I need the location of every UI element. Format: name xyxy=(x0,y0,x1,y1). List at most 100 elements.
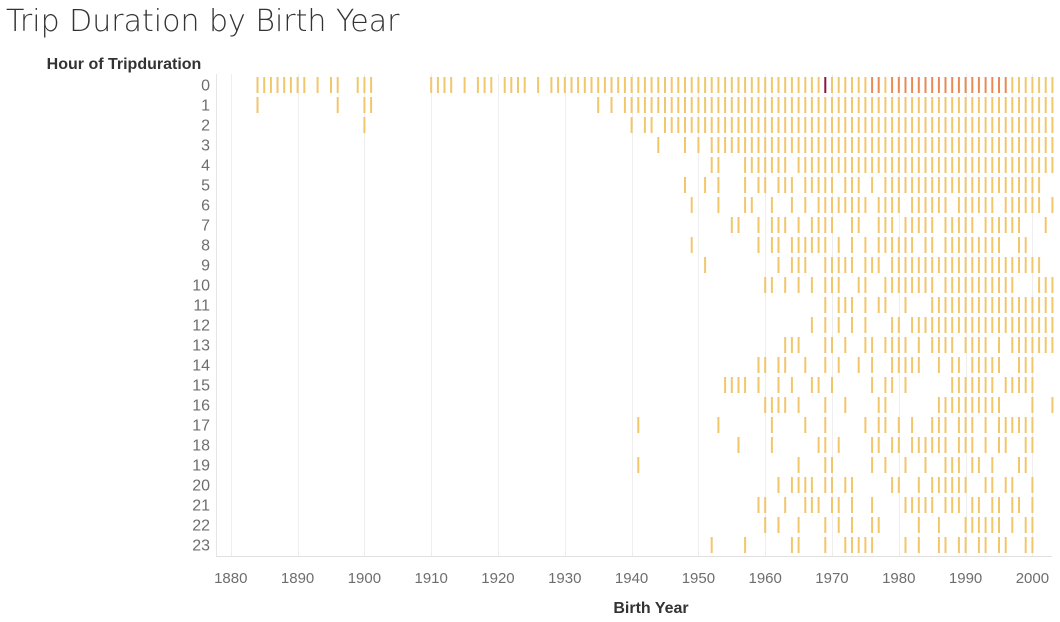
data-mark xyxy=(1011,417,1014,433)
data-mark xyxy=(757,157,760,173)
data-mark xyxy=(637,417,640,433)
data-mark xyxy=(1038,297,1041,313)
data-mark xyxy=(1038,97,1041,113)
data-mark xyxy=(951,217,954,233)
data-mark xyxy=(1018,257,1020,273)
data-mark xyxy=(844,337,847,353)
data-mark xyxy=(750,197,753,213)
data-mark xyxy=(1044,97,1047,113)
data-mark xyxy=(1024,437,1027,453)
y-tick-label: 5 xyxy=(201,178,210,195)
data-mark xyxy=(937,317,940,333)
data-mark xyxy=(797,237,800,253)
data-mark xyxy=(844,157,847,173)
data-mark xyxy=(984,237,987,253)
data-mark xyxy=(998,157,1000,173)
data-mark xyxy=(757,117,760,133)
data-mark xyxy=(891,177,894,193)
data-mark xyxy=(770,277,773,293)
data-mark xyxy=(557,77,560,93)
data-mark xyxy=(289,77,292,93)
data-mark xyxy=(971,517,974,533)
data-mark xyxy=(570,77,573,93)
data-mark xyxy=(797,77,800,93)
data-mark xyxy=(917,317,920,333)
data-mark xyxy=(677,97,680,113)
data-mark xyxy=(1018,497,1020,513)
data-mark xyxy=(824,477,827,493)
data-mark xyxy=(831,177,833,193)
data-mark xyxy=(1038,177,1041,193)
data-mark xyxy=(957,357,960,373)
data-mark xyxy=(877,397,880,413)
data-mark xyxy=(911,217,914,233)
data-mark xyxy=(931,137,934,153)
y-tick-label: 14 xyxy=(192,358,210,375)
data-mark xyxy=(777,137,780,153)
data-mark xyxy=(650,77,653,93)
data-mark xyxy=(784,137,787,153)
data-mark xyxy=(964,117,967,133)
data-mark xyxy=(984,157,987,173)
data-mark xyxy=(917,137,920,153)
data-mark xyxy=(824,417,827,433)
data-mark xyxy=(971,77,974,93)
data-mark xyxy=(857,537,860,553)
data-mark xyxy=(1024,417,1027,433)
data-mark xyxy=(744,177,747,193)
data-mark xyxy=(784,277,787,293)
data-mark xyxy=(998,437,1000,453)
data-mark xyxy=(804,117,807,133)
data-mark xyxy=(957,77,960,93)
data-mark xyxy=(817,497,820,513)
data-mark xyxy=(677,77,680,93)
data-mark xyxy=(837,517,840,533)
data-mark xyxy=(750,137,753,153)
data-mark xyxy=(931,197,934,213)
data-mark xyxy=(891,97,894,113)
data-mark xyxy=(904,377,907,393)
data-mark xyxy=(971,297,974,313)
data-mark xyxy=(1024,537,1027,553)
data-mark xyxy=(724,117,727,133)
data-mark xyxy=(897,77,900,93)
data-mark xyxy=(924,457,927,473)
data-mark xyxy=(657,77,660,93)
data-mark xyxy=(851,157,853,173)
data-mark xyxy=(797,217,800,233)
data-mark xyxy=(991,97,994,113)
data-mark xyxy=(917,277,920,293)
data-mark xyxy=(797,97,800,113)
data-mark xyxy=(998,217,1000,233)
data-mark xyxy=(1031,437,1034,453)
data-mark xyxy=(911,177,914,193)
data-mark xyxy=(964,477,967,493)
data-mark xyxy=(871,257,874,273)
data-mark xyxy=(891,337,894,353)
data-mark xyxy=(1031,497,1034,513)
data-mark xyxy=(937,97,940,113)
data-mark xyxy=(904,157,907,173)
data-mark xyxy=(1024,357,1027,373)
data-mark xyxy=(1031,537,1034,553)
data-mark xyxy=(891,157,894,173)
data-mark xyxy=(977,377,980,393)
data-mark xyxy=(864,297,867,313)
data-mark xyxy=(617,77,620,93)
data-mark xyxy=(944,197,947,213)
data-mark xyxy=(891,277,894,293)
data-mark xyxy=(984,277,987,293)
data-mark xyxy=(944,157,947,173)
data-mark xyxy=(757,77,760,93)
data-mark xyxy=(844,137,847,153)
data-mark xyxy=(864,317,867,333)
data-mark xyxy=(710,77,713,93)
data-mark xyxy=(991,477,994,493)
data-mark xyxy=(824,137,827,153)
data-mark xyxy=(256,97,259,113)
data-mark xyxy=(1018,337,1020,353)
data-mark xyxy=(884,77,887,93)
data-mark xyxy=(844,477,847,493)
data-mark xyxy=(864,417,867,433)
data-mark xyxy=(851,217,853,233)
